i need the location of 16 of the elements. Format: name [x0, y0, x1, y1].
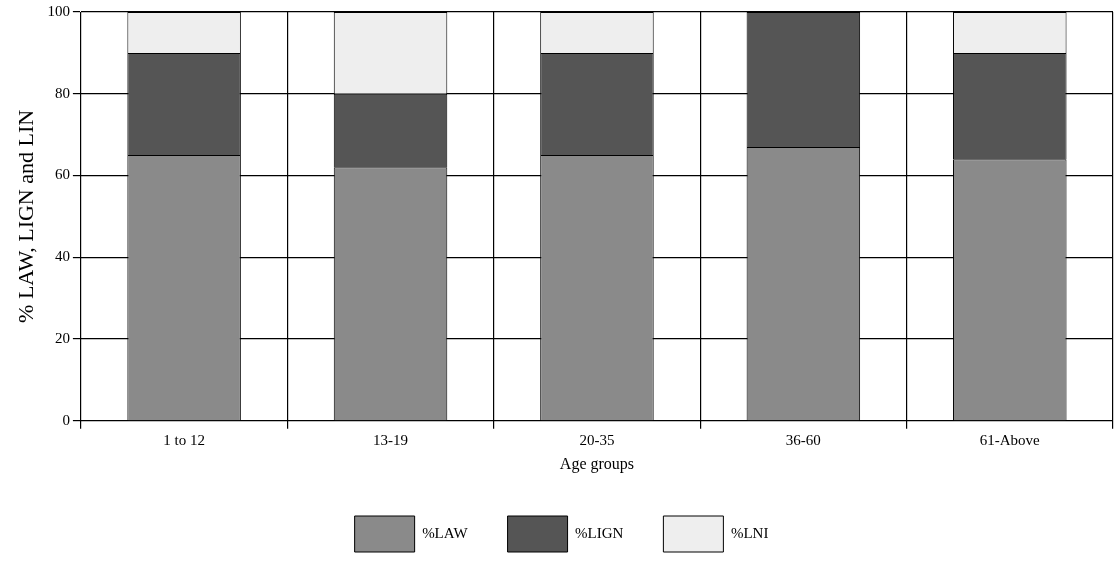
x-tick-label: 36-60 — [785, 431, 821, 448]
y-tick-label: 40 — [54, 248, 70, 265]
x-tick-label: 13-19 — [373, 431, 409, 448]
x-tick-label: 61-Above — [979, 431, 1041, 448]
y-tick-label: 60 — [54, 166, 70, 183]
x-axis-title: Age groups — [559, 454, 635, 473]
legend-label: %LAW — [422, 524, 469, 541]
y-tick-label: 100 — [47, 2, 70, 19]
y-axis-title: % LAW, LIGN and LIN — [12, 109, 38, 323]
x-tick-label: 1 to 12 — [163, 431, 205, 448]
legend-label: %LNI — [730, 524, 769, 541]
y-tick-label: 0 — [62, 411, 70, 428]
y-tick-label: 20 — [54, 329, 70, 346]
x-tick-label: 20-35 — [579, 431, 615, 448]
legend-label: %LIGN — [575, 524, 624, 541]
y-tick-label: 80 — [54, 84, 70, 101]
